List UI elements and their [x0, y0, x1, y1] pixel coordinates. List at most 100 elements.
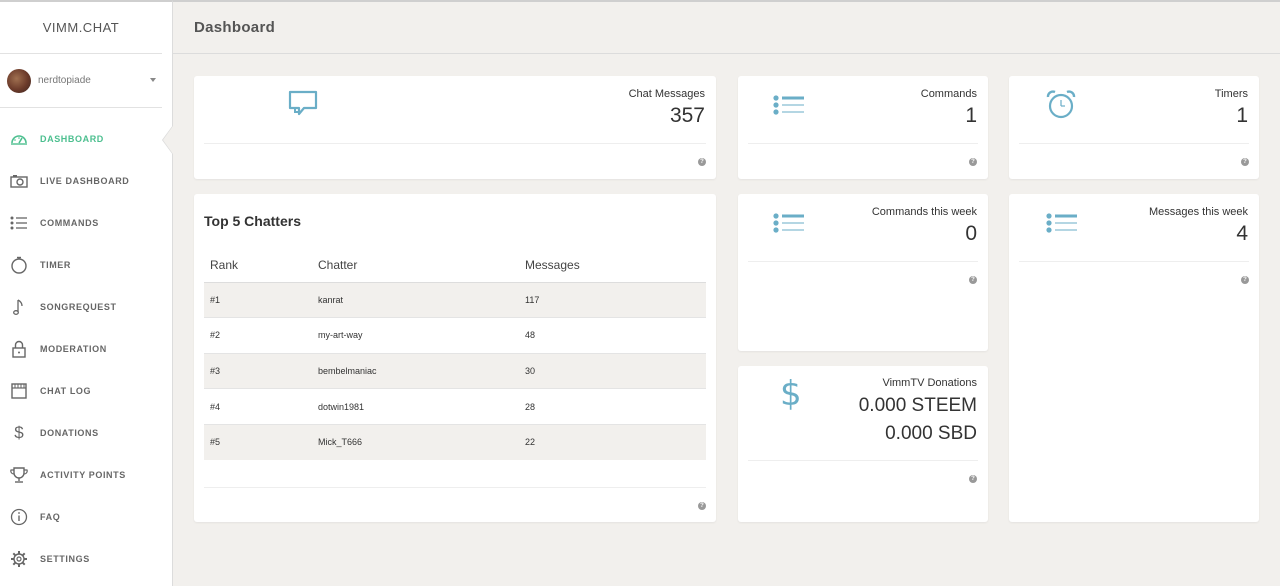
list-icon	[10, 214, 28, 232]
page-title: Dashboard	[194, 19, 276, 36]
sidebar-item-chat-log[interactable]: CHAT LOG	[0, 370, 172, 412]
list-icon	[1046, 213, 1078, 238]
sidebar-item-commands[interactable]: COMMANDS	[0, 202, 172, 244]
divider	[748, 261, 978, 262]
rank-cell: #3	[204, 353, 312, 390]
rank-cell: #5	[204, 424, 312, 460]
rank-cell: #4	[204, 388, 312, 425]
stat-value: 357	[669, 104, 705, 127]
chat-messages-card: Chat Messages 357 ?	[194, 76, 716, 179]
sidebar-item-live-dashboard[interactable]: LIVE DASHBOARD	[0, 160, 172, 202]
sidebar-item-settings[interactable]: SETTINGS	[0, 538, 172, 580]
help-icon[interactable]: ?	[698, 502, 706, 510]
table-row: #1 kanrat 117	[204, 282, 706, 319]
commands-this-week-card: Commands this week 0 ?	[738, 194, 988, 351]
stat-label: Commands this week	[871, 206, 977, 218]
sidebar-item-label: MODERATION	[40, 344, 107, 354]
help-icon[interactable]: ?	[969, 158, 977, 166]
help-icon[interactable]: ?	[1241, 276, 1249, 284]
chatter-cell: dotwin1981	[312, 388, 519, 425]
stat-label: Chat Messages	[628, 88, 705, 100]
donation-steem-value: 0.000 STEEM	[858, 395, 977, 416]
list-icon	[773, 213, 805, 238]
timers-card: Timers 1 ?	[1009, 76, 1259, 179]
sidebar-item-dashboard[interactable]: DASHBOARD	[0, 118, 172, 160]
sidebar-item-label: TIMER	[40, 260, 71, 270]
sidebar-item-label: DASHBOARD	[40, 134, 104, 144]
help-icon[interactable]: ?	[698, 158, 706, 166]
info-icon	[10, 508, 28, 526]
stat-value: 0	[965, 222, 977, 245]
lock-icon	[10, 340, 28, 358]
stopwatch-icon	[10, 256, 28, 274]
sidebar-nav: DASHBOARD LIVE DASHBOARD COMMANDS TIMER …	[0, 118, 172, 580]
stat-value: 4	[1236, 222, 1248, 245]
stat-label: Commands	[920, 88, 977, 100]
help-icon[interactable]: ?	[969, 276, 977, 284]
messages-cell: 22	[519, 424, 706, 460]
commands-card: Commands 1 ?	[738, 76, 988, 179]
rank-cell: #2	[204, 317, 312, 354]
column-header-rank: Rank	[204, 249, 312, 283]
card-title: Top 5 Chatters	[204, 213, 301, 229]
dollar-icon: $	[14, 423, 24, 442]
sidebar-item-faq[interactable]: FAQ	[0, 496, 172, 538]
divider	[748, 460, 978, 461]
top-chatters-card: Top 5 Chatters Rank Chatter Messages #1 …	[194, 194, 716, 522]
messages-cell: 28	[519, 388, 706, 425]
sidebar-item-donations[interactable]: $ DONATIONS	[0, 412, 172, 454]
sidebar-item-label: FAQ	[40, 512, 61, 522]
active-indicator	[163, 126, 173, 154]
table-header-row: Rank Chatter Messages	[204, 249, 706, 283]
chevron-down-icon	[150, 78, 156, 82]
sidebar-item-label: CHAT LOG	[40, 386, 92, 396]
stat-value: 1	[965, 104, 977, 127]
chat-bubble-icon	[287, 89, 319, 126]
rank-cell: #1	[204, 282, 312, 319]
top-chatters-table: Rank Chatter Messages #1 kanrat 117 #2 m…	[204, 249, 706, 460]
sidebar-item-timer[interactable]: TIMER	[0, 244, 172, 286]
chatter-cell: Mick_T666	[312, 424, 519, 460]
divider	[1019, 261, 1249, 262]
camera-icon	[10, 172, 28, 190]
list-icon	[773, 95, 805, 120]
messages-cell: 117	[519, 282, 706, 319]
stat-value: 1	[1236, 104, 1248, 127]
sidebar-item-label: LIVE DASHBOARD	[40, 176, 130, 186]
sidebar-item-label: ACTIVITY POINTS	[40, 470, 126, 480]
help-icon[interactable]: ?	[1241, 158, 1249, 166]
trophy-icon	[10, 466, 28, 484]
music-note-icon	[10, 298, 28, 316]
donations-card: $ VimmTV Donations 0.000 STEEM 0.000 SBD…	[738, 366, 988, 522]
divider	[204, 487, 706, 488]
alarm-clock-icon	[1046, 90, 1076, 125]
user-name: nerdtopiade	[38, 75, 91, 86]
stat-label: Timers	[1214, 88, 1248, 100]
messages-cell: 48	[519, 317, 706, 354]
sidebar-item-moderation[interactable]: MODERATION	[0, 328, 172, 370]
column-header-chatter: Chatter	[312, 249, 519, 283]
brand-logo[interactable]: VIMM.CHAT	[0, 2, 162, 54]
sidebar-item-label: DONATIONS	[40, 428, 99, 438]
sidebar-item-label: SONGREQUEST	[40, 302, 117, 312]
chatter-cell: bembelmaniac	[312, 353, 519, 390]
help-icon[interactable]: ?	[969, 475, 977, 483]
table-row: #3 bembelmaniac 30	[204, 353, 706, 390]
messages-this-week-card: Messages this week 4 ?	[1009, 194, 1259, 522]
user-menu[interactable]: nerdtopiade	[0, 54, 162, 108]
sidebar-item-activity-points[interactable]: ACTIVITY POINTS	[0, 454, 172, 496]
header: Dashboard	[173, 0, 1280, 54]
stat-label: Messages this week	[1148, 206, 1248, 218]
divider	[1019, 143, 1249, 144]
avatar	[7, 68, 31, 93]
gear-icon	[10, 550, 28, 568]
table-row: #2 my-art-way 48	[204, 317, 706, 354]
sidebar-item-songrequest[interactable]: SONGREQUEST	[0, 286, 172, 328]
film-icon	[10, 382, 28, 400]
sidebar: VIMM.CHAT nerdtopiade DASHBOARD LIVE DAS…	[0, 0, 173, 586]
divider	[204, 143, 706, 144]
divider	[748, 143, 978, 144]
table-row: #4 dotwin1981 28	[204, 388, 706, 425]
chatter-cell: kanrat	[312, 282, 519, 319]
chatter-cell: my-art-way	[312, 317, 519, 354]
